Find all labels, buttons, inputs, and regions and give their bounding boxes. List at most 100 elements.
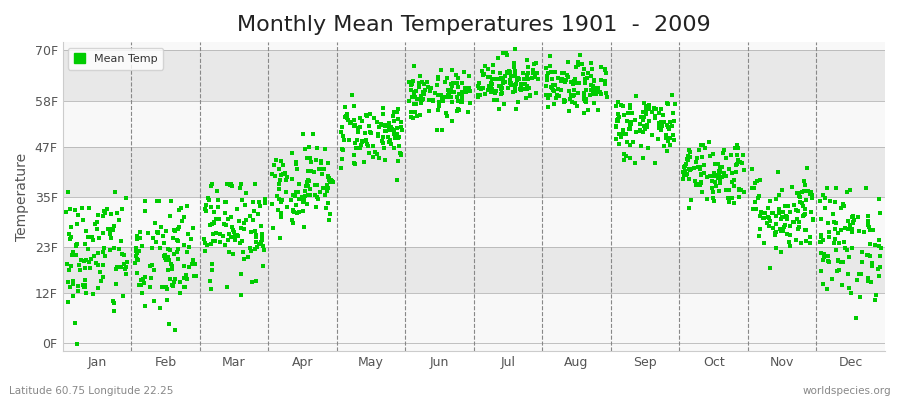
Point — [63, 236, 77, 242]
Point — [117, 252, 131, 258]
Point — [682, 149, 697, 155]
Point — [292, 196, 307, 202]
Point — [233, 240, 248, 246]
Point — [873, 210, 887, 216]
Point — [713, 175, 727, 182]
Point — [444, 87, 458, 94]
Point — [625, 110, 639, 116]
Point — [667, 136, 681, 143]
Point — [449, 72, 464, 78]
Point — [728, 169, 742, 175]
Point — [454, 99, 469, 106]
Point — [757, 210, 771, 216]
Point — [304, 168, 319, 174]
Point — [622, 126, 636, 132]
Point — [571, 90, 585, 96]
Point — [186, 257, 201, 263]
Point — [654, 106, 669, 112]
Point — [378, 128, 392, 134]
Point — [203, 241, 218, 247]
Point — [310, 196, 325, 202]
Point — [805, 192, 819, 198]
Point — [498, 73, 512, 79]
Point — [275, 197, 290, 203]
Point — [431, 107, 446, 114]
Point — [539, 82, 554, 89]
Point — [321, 217, 336, 223]
Point — [392, 116, 406, 122]
Point — [690, 180, 705, 187]
Point — [490, 97, 504, 103]
Point — [639, 111, 653, 118]
Point — [703, 172, 717, 179]
Point — [211, 204, 225, 210]
Point — [69, 252, 84, 258]
Point — [110, 264, 124, 270]
Point — [67, 278, 81, 284]
Point — [581, 70, 596, 76]
Point — [760, 220, 775, 226]
Point — [780, 231, 795, 237]
Point — [698, 145, 712, 152]
Point — [798, 182, 813, 188]
Point — [338, 114, 353, 121]
Point — [762, 264, 777, 271]
Point — [574, 61, 589, 68]
Point — [437, 78, 452, 85]
Point — [655, 112, 670, 118]
Point — [430, 74, 445, 80]
Point — [235, 196, 249, 203]
Point — [783, 223, 797, 230]
Point — [511, 99, 526, 106]
Point — [119, 195, 133, 201]
Point — [539, 65, 554, 71]
Point — [729, 142, 743, 148]
Point — [324, 177, 338, 184]
Point — [302, 183, 316, 189]
Point — [133, 282, 148, 288]
Point — [724, 178, 739, 185]
Point — [826, 240, 841, 246]
Point — [487, 89, 501, 95]
Point — [567, 86, 581, 93]
Point — [71, 282, 86, 289]
Point — [384, 124, 399, 130]
Point — [541, 104, 555, 110]
Point — [484, 81, 499, 88]
Point — [161, 246, 176, 252]
Point — [766, 225, 780, 231]
Point — [232, 184, 247, 191]
Point — [567, 92, 581, 98]
Point — [107, 308, 122, 314]
Point — [665, 92, 680, 99]
Text: worldspecies.org: worldspecies.org — [803, 386, 891, 396]
Point — [173, 290, 187, 296]
Point — [392, 158, 406, 164]
Point — [227, 229, 241, 235]
Point — [300, 178, 314, 185]
Point — [500, 69, 514, 75]
Point — [310, 144, 325, 151]
Point — [680, 170, 694, 177]
Point — [462, 85, 476, 92]
Point — [287, 209, 302, 216]
Point — [292, 209, 307, 216]
Point — [82, 259, 96, 265]
Point — [357, 130, 372, 136]
Point — [403, 82, 418, 88]
Point — [693, 166, 707, 172]
Point — [89, 226, 104, 232]
Point — [414, 100, 428, 106]
Point — [109, 266, 123, 272]
Point — [171, 207, 185, 213]
Point — [590, 107, 605, 113]
Point — [205, 181, 220, 187]
Point — [820, 185, 834, 192]
Point — [104, 226, 118, 232]
Point — [133, 229, 148, 235]
Point — [634, 114, 649, 120]
Point — [599, 90, 614, 96]
Point — [753, 177, 768, 183]
Point — [816, 254, 831, 260]
Point — [106, 223, 121, 229]
